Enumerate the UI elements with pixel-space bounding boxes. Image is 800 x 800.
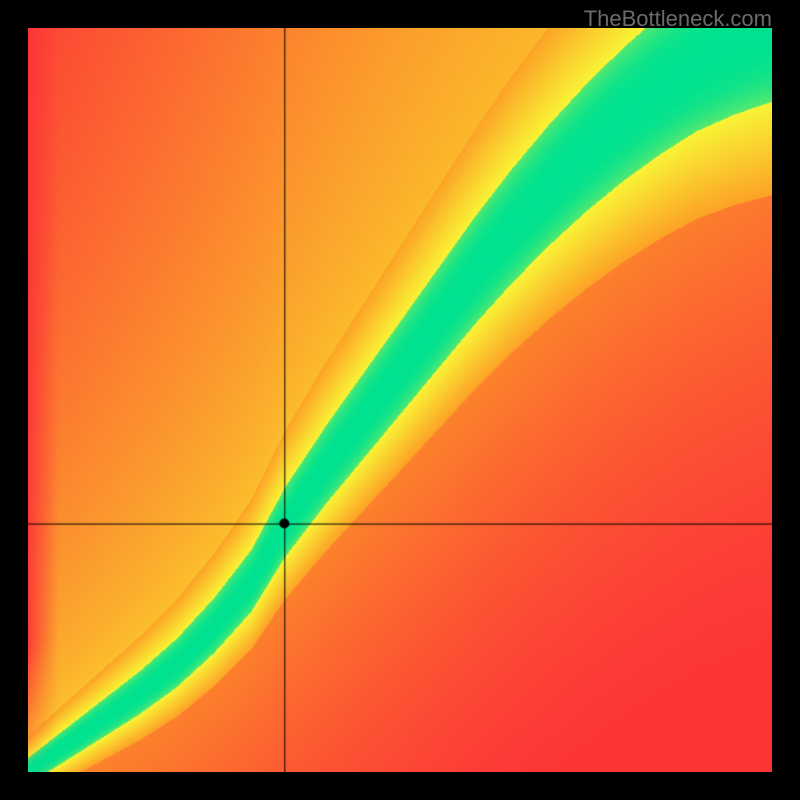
watermark-text: TheBottleneck.com: [584, 6, 772, 32]
bottleneck-heatmap: [28, 28, 772, 772]
heatmap-canvas: [28, 28, 772, 772]
